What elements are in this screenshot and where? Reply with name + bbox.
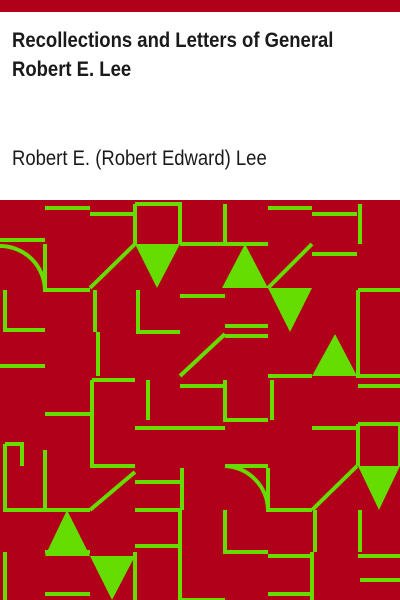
pattern-triangle	[45, 510, 90, 556]
pattern-lines	[0, 202, 400, 600]
pattern-triangle	[312, 334, 357, 376]
geometric-cover-pattern	[0, 200, 400, 600]
top-color-bar	[0, 0, 400, 12]
pattern-triangle	[358, 466, 400, 510]
pattern-triangles	[45, 244, 400, 600]
pattern-triangle	[90, 556, 135, 600]
pattern-triangle	[135, 244, 180, 288]
book-title: Recollections and Letters of General Rob…	[12, 26, 343, 84]
book-title-line-2: Robert E. Lee	[12, 58, 132, 81]
pattern-triangle	[268, 288, 312, 332]
book-author: Robert E. (Robert Edward) Lee	[12, 147, 267, 170]
pattern-triangle	[222, 244, 268, 288]
book-title-line-1: Recollections and Letters of General	[12, 29, 334, 52]
